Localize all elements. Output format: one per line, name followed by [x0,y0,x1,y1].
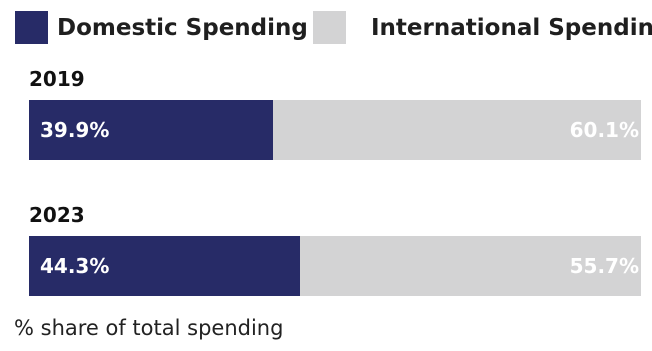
year-label-2019: 2019 [29,67,85,91]
year-label-2023: 2023 [29,203,85,227]
legend-swatch-domestic [15,11,48,44]
legend: Domestic Spending International Spending [0,0,652,60]
stacked-bar-2019: 39.9% 60.1% [29,100,641,160]
legend-label-international: International Spending [371,15,652,41]
bar-segment-international-2019 [273,100,641,160]
bar-segment-domestic-2023 [29,236,301,296]
legend-label-domestic: Domestic Spending [57,15,308,41]
data-label-domestic-2023: 44.3% [40,254,110,278]
bar-segment-international-2023 [300,236,641,296]
stacked-bar-2023: 44.3% 55.7% [29,236,641,296]
data-label-international-2023: 55.7% [569,254,639,278]
data-label-international-2019: 60.1% [569,118,639,142]
bar-segment-domestic-2019 [29,100,274,160]
legend-swatch-international [313,11,346,44]
data-label-domestic-2019: 39.9% [40,118,110,142]
footnote: % share of total spending [14,316,284,340]
